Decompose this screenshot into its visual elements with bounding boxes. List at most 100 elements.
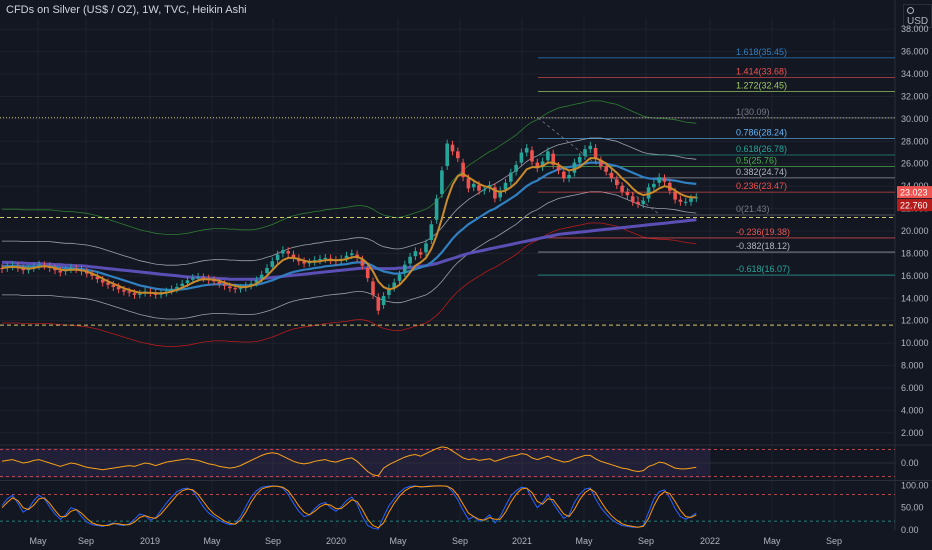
candle-body[interactable] xyxy=(683,201,688,203)
candle-body[interactable] xyxy=(159,293,163,295)
candle-body[interactable] xyxy=(254,280,259,283)
candle-body[interactable] xyxy=(551,153,555,165)
candle-body[interactable] xyxy=(169,289,174,291)
candle-body[interactable] xyxy=(482,189,487,191)
candle-body[interactable] xyxy=(376,297,381,311)
candle-body[interactable] xyxy=(249,283,253,286)
candle-body[interactable] xyxy=(636,201,640,205)
candle-body[interactable] xyxy=(567,174,571,179)
candle-body[interactable] xyxy=(604,165,608,172)
candle-body[interactable] xyxy=(641,200,646,205)
candle-body[interactable] xyxy=(503,182,508,190)
candle-body[interactable] xyxy=(217,282,222,284)
candle-body[interactable] xyxy=(365,267,370,279)
candle-body[interactable] xyxy=(615,179,619,186)
candle-body[interactable] xyxy=(477,185,481,191)
candle-body[interactable] xyxy=(344,255,349,258)
candle-body[interactable] xyxy=(233,288,237,290)
candle-body[interactable] xyxy=(37,264,41,266)
candle-body[interactable] xyxy=(562,171,566,179)
candle-body[interactable] xyxy=(318,259,322,261)
candle-body[interactable] xyxy=(201,277,206,279)
candle-body[interactable] xyxy=(403,264,407,274)
candle-body[interactable] xyxy=(191,278,195,280)
candle-body[interactable] xyxy=(593,148,598,160)
candle-body[interactable] xyxy=(302,261,306,264)
candle-body[interactable] xyxy=(429,224,434,240)
candle-body[interactable] xyxy=(286,251,290,254)
candle-body[interactable] xyxy=(530,150,534,162)
candle-body[interactable] xyxy=(689,198,693,202)
candle-body[interactable] xyxy=(498,190,502,198)
candle-body[interactable] xyxy=(397,274,402,281)
candle-body[interactable] xyxy=(196,276,200,279)
candle-body[interactable] xyxy=(418,252,423,255)
candle-body[interactable] xyxy=(392,282,396,288)
candle-body[interactable] xyxy=(95,276,100,280)
candle-body[interactable] xyxy=(652,183,656,188)
candle-body[interactable] xyxy=(625,191,630,196)
candle-body[interactable] xyxy=(85,271,89,274)
candle-body[interactable] xyxy=(21,268,25,271)
candle-body[interactable] xyxy=(524,148,529,153)
candle-body[interactable] xyxy=(212,280,216,282)
candle-body[interactable] xyxy=(69,267,73,270)
candle-body[interactable] xyxy=(90,274,94,276)
candle-body[interactable] xyxy=(387,288,391,295)
candle-body[interactable] xyxy=(323,257,328,260)
fib-trend-line[interactable] xyxy=(537,117,661,216)
candle-body[interactable] xyxy=(466,178,471,189)
candle-body[interactable] xyxy=(599,160,603,166)
candle-body[interactable] xyxy=(238,288,243,290)
candle-body[interactable] xyxy=(456,151,460,159)
candle-body[interactable] xyxy=(111,284,116,288)
candle-body[interactable] xyxy=(381,296,386,305)
candle-body[interactable] xyxy=(609,172,614,179)
candle-body[interactable] xyxy=(371,281,375,295)
candle-body[interactable] xyxy=(138,293,142,295)
candle-body[interactable] xyxy=(620,186,624,192)
candle-body[interactable] xyxy=(100,279,105,283)
candle-body[interactable] xyxy=(408,256,412,264)
candle-body[interactable] xyxy=(572,162,577,173)
candle-body[interactable] xyxy=(291,254,296,258)
candle-body[interactable] xyxy=(546,151,550,161)
candle-body[interactable] xyxy=(350,253,354,256)
candle-body[interactable] xyxy=(281,250,285,254)
candle-body[interactable] xyxy=(577,157,582,163)
candle-body[interactable] xyxy=(58,270,63,273)
candle-body[interactable] xyxy=(509,172,513,182)
candle-body[interactable] xyxy=(122,289,126,292)
candle-body[interactable] xyxy=(662,178,667,182)
candle-body[interactable] xyxy=(583,149,587,156)
candle-body[interactable] xyxy=(222,284,227,286)
candle-body[interactable] xyxy=(540,161,545,168)
candle-body[interactable] xyxy=(678,199,683,202)
candle-body[interactable] xyxy=(514,164,518,172)
candle-body[interactable] xyxy=(646,187,651,199)
candle-body[interactable] xyxy=(175,287,179,289)
candle-body[interactable] xyxy=(657,177,661,183)
candle-body[interactable] xyxy=(53,268,57,271)
candle-body[interactable] xyxy=(307,262,312,264)
candle-body[interactable] xyxy=(270,261,275,267)
candle-body[interactable] xyxy=(588,145,593,150)
candle-body[interactable] xyxy=(630,196,635,202)
candle-body[interactable] xyxy=(535,162,540,169)
candle-body[interactable] xyxy=(185,280,190,284)
candle-body[interactable] xyxy=(673,191,677,200)
candle-body[interactable] xyxy=(450,144,455,152)
candle-body[interactable] xyxy=(132,293,137,295)
candle-body[interactable] xyxy=(556,165,561,171)
candle-body[interactable] xyxy=(440,170,444,195)
candle-body[interactable] xyxy=(424,243,428,253)
candle-body[interactable] xyxy=(461,162,465,178)
candle-body[interactable] xyxy=(275,254,280,261)
candle-body[interactable] xyxy=(471,183,476,188)
candle-body[interactable] xyxy=(413,251,418,257)
candle-body[interactable] xyxy=(106,282,110,285)
candle-body[interactable] xyxy=(265,267,269,274)
candle-body[interactable] xyxy=(116,287,121,290)
candle-body[interactable] xyxy=(493,187,497,199)
